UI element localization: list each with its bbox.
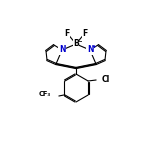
Text: −: − — [78, 38, 82, 43]
Text: CF₃: CF₃ — [39, 91, 51, 97]
Text: N: N — [87, 45, 93, 55]
Text: F: F — [82, 29, 88, 38]
Text: B: B — [73, 40, 79, 48]
Text: N: N — [59, 45, 65, 55]
Text: +: + — [92, 45, 96, 50]
Text: F: F — [64, 29, 70, 38]
Text: Cl: Cl — [102, 74, 110, 83]
